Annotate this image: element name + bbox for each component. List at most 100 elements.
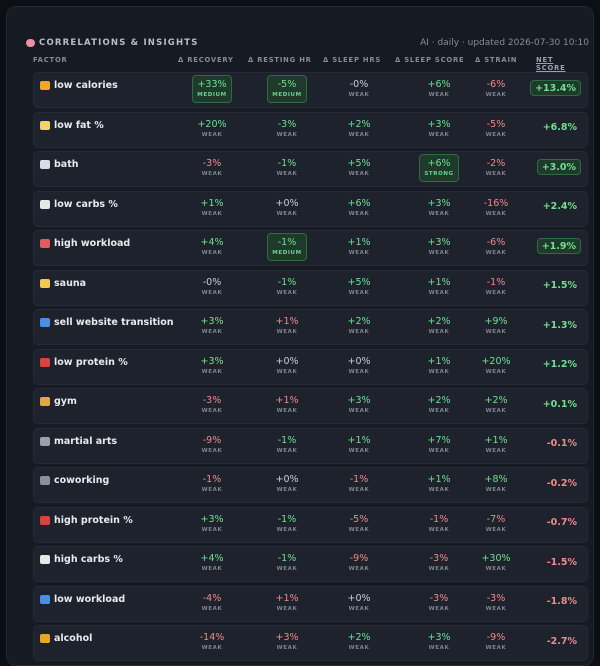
strength-tag: WEAK <box>485 131 507 138</box>
factor-label: sell website transition <box>54 317 174 328</box>
col-resting-hr[interactable]: Δ RESTING HR <box>248 56 312 64</box>
recovery-cell: -0% WEAK <box>192 273 232 301</box>
delta-value: -3% <box>429 592 449 604</box>
col-factor[interactable]: FACTOR <box>33 56 68 64</box>
strain-cell: +1% WEAK <box>476 431 516 459</box>
strength-tag: WEAK <box>201 408 223 414</box>
factor-label: low calories <box>54 80 118 91</box>
table-row[interactable]: alcohol -14% WEAK +3% WEAK +2% WEAK +3% WEAK -9% W… <box>33 625 588 661</box>
table-row[interactable]: gym -3% WEAK +1% WEAK +3% WEAK +2% WEAK +2% WEAK +0… <box>33 388 588 424</box>
delta-value: +9% <box>484 316 508 327</box>
col-recovery[interactable]: Δ RECOVERY <box>178 56 234 64</box>
resting-hr-cell: +3% WEAK <box>267 628 307 656</box>
delta-value: -1% <box>277 434 297 446</box>
table-row[interactable]: coworking -1% WEAK +0% WEAK -1% WEAK +1% WEAK +8%… <box>33 467 588 503</box>
strength-tag: WEAK <box>428 210 450 217</box>
strain-cell: -16% WEAK <box>476 194 516 222</box>
chart-up-icon <box>40 239 50 248</box>
net-score-value: -0.2% <box>546 477 577 489</box>
delta-value: +2% <box>427 316 451 327</box>
factor-name: low carbs % <box>40 199 118 210</box>
sleep-score-cell: +7% WEAK <box>419 431 459 459</box>
delta-value: +1% <box>200 197 224 209</box>
delta-value: +8% <box>484 474 508 485</box>
table-row[interactable]: low workload -4% WEAK +1% WEAK +0% WEAK -3% WEAK… <box>33 585 588 622</box>
sleep-score-cell: +2% WEAK <box>419 312 459 340</box>
net-score-value: -2.7% <box>546 635 577 647</box>
sleep-score-cell: +6% STRONG <box>419 154 459 182</box>
delta-value: +1% <box>427 474 451 485</box>
factor-name: bath <box>40 159 79 170</box>
delta-value: +6% <box>427 79 451 90</box>
factor-label: low protein % <box>54 356 128 368</box>
butter-icon <box>40 120 50 130</box>
sleep-hrs-cell: +3% WEAK <box>339 391 379 419</box>
delta-value: -1% <box>429 513 449 525</box>
strength-tag: WEAK <box>276 329 298 335</box>
factor-name: low fat % <box>40 120 104 131</box>
col-strain[interactable]: Δ STRAIN <box>475 56 518 64</box>
table-row[interactable]: high carbs % +4% WEAK -1% WEAK -9% WEAK -3% WEAK… <box>33 546 588 582</box>
sleep-score-cell: +1% WEAK <box>419 352 459 380</box>
delta-value: -16% <box>483 197 509 209</box>
sleep-hrs-cell: +1% WEAK <box>339 431 379 459</box>
table-row[interactable]: low calories +33% MEDIUM -5% MEDIUM -0% WEAK +6… <box>33 72 588 108</box>
net-score-value: +1.9% <box>536 238 581 254</box>
strength-tag: WEAK <box>348 329 370 335</box>
delta-value: +5% <box>347 276 371 288</box>
net-score-value: +2.4% <box>542 201 577 212</box>
net-score-value: +13.4% <box>530 80 581 96</box>
factor-label: alcohol <box>54 633 93 644</box>
delta-value: -1% <box>277 513 297 525</box>
net-score-value: -1.5% <box>546 556 577 568</box>
col-net-score[interactable]: NET SCORE <box>536 56 566 72</box>
table-row[interactable]: high protein % +3% WEAK -1% WEAK -5% WEAK -1% WE… <box>33 506 588 543</box>
delta-value: -1% <box>277 158 297 169</box>
delta-value: +0% <box>275 197 299 209</box>
delta-value: +20% <box>481 355 511 367</box>
recovery-cell: +3% WEAK <box>192 510 232 538</box>
sleep-hrs-cell: +5% WEAK <box>339 273 379 301</box>
table-row[interactable]: sauna -0% WEAK -1% WEAK +5% WEAK +1% WEAK -1% WEAK… <box>33 269 588 306</box>
recovery-cell: +20% WEAK <box>192 115 232 143</box>
col-sleep-hrs[interactable]: Δ SLEEP HRS <box>323 56 382 64</box>
factor-name: high protein % <box>40 515 133 526</box>
table-row[interactable]: low fat % +20% WEAK -3% WEAK +2% WEAK +3% WEAK -5… <box>33 111 588 148</box>
delta-value: -5% <box>349 513 369 525</box>
delta-value: -7% <box>486 513 506 525</box>
strength-tag: WEAK <box>485 605 507 612</box>
recovery-cell: -9% WEAK <box>192 431 232 459</box>
strength-tag: WEAK <box>348 645 370 651</box>
strength-tag: WEAK <box>276 368 298 375</box>
resting-hr-cell: -1% MEDIUM <box>267 233 307 261</box>
strength-tag: WEAK <box>485 329 507 335</box>
net-score-value: +1.2% <box>542 359 577 370</box>
recovery-cell: +4% WEAK <box>192 549 232 577</box>
sleep-score-cell: +1% WEAK <box>419 273 459 301</box>
strength-tag: WEAK <box>428 92 450 98</box>
sleep-score-cell: +3% WEAK <box>419 115 459 143</box>
strength-tag: WEAK <box>348 289 370 296</box>
table-row[interactable]: sell website transition +3% WEAK +1% WEAK +2%… <box>33 309 588 345</box>
table-row[interactable]: bath -3% WEAK -1% WEAK +5% WEAK +6% STRONG -2% WEA… <box>33 151 588 187</box>
col-sleep-score[interactable]: Δ SLEEP SCORE <box>395 56 465 64</box>
delta-value: +1% <box>427 276 451 288</box>
sauna-icon <box>40 278 50 288</box>
strength-tag: WEAK <box>485 645 507 651</box>
strain-cell: -5% WEAK <box>476 115 516 143</box>
table-row[interactable]: high workload +4% WEAK -1% MEDIUM +1% WEAK +3% W… <box>33 230 588 266</box>
table-row[interactable]: martial arts -9% WEAK -1% WEAK +1% WEAK +7% WEAK… <box>33 427 588 464</box>
net-score-value: +1.3% <box>542 319 577 331</box>
strength-tag: WEAK <box>485 526 507 533</box>
repeat-icon <box>40 318 50 327</box>
factor-name: gym <box>40 396 77 407</box>
resting-hr-cell: -5% MEDIUM <box>267 75 307 103</box>
net-score-value: +1.5% <box>542 280 577 291</box>
delta-value: +1% <box>275 316 299 327</box>
table-row[interactable]: low carbs % +1% WEAK +0% WEAK +6% WEAK +3% WEAK -… <box>33 190 588 227</box>
strength-tag: WEAK <box>348 526 370 533</box>
table-row[interactable]: low protein % +3% WEAK +0% WEAK +0% WEAK +1% WEA… <box>33 348 588 385</box>
sleep-score-cell: -3% WEAK <box>419 589 459 617</box>
resting-hr-cell: -1% WEAK <box>267 273 307 301</box>
strength-tag: WEAK <box>276 566 298 572</box>
